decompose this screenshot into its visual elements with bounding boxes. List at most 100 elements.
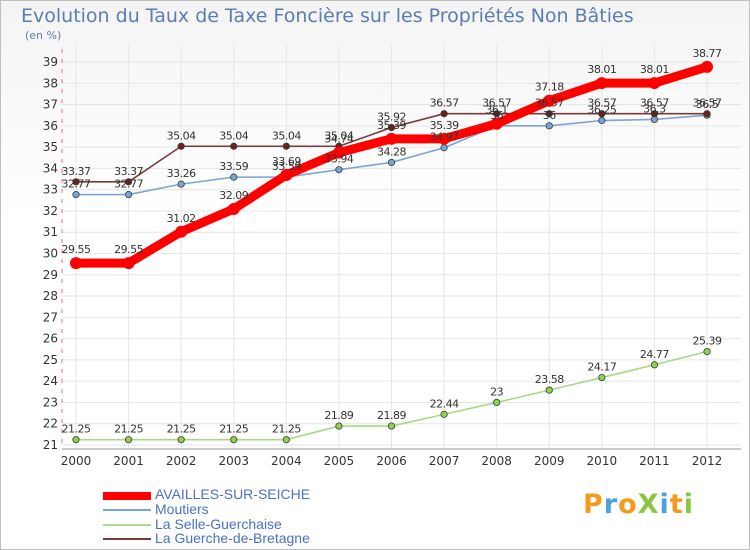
data-point — [703, 110, 711, 118]
y-tick-label: 38 — [43, 76, 58, 90]
legend-swatch — [103, 509, 151, 511]
data-point — [282, 142, 290, 150]
chart-title: Evolution du Taux de Taxe Foncière sur l… — [21, 5, 634, 27]
data-label: 22.44 — [430, 397, 459, 410]
data-point — [230, 173, 238, 181]
y-tick-label: 32 — [43, 204, 58, 218]
data-label: 36.57 — [535, 97, 564, 110]
data-point — [545, 110, 553, 118]
legend-label: AVAILLES-SUR-SEICHE — [155, 486, 311, 502]
data-label: 32.77 — [62, 178, 91, 191]
data-point — [72, 190, 80, 199]
y-tick-label: 27 — [43, 310, 58, 324]
y-tick-label: 23 — [43, 395, 58, 409]
data-label: 36.5 — [696, 98, 719, 111]
data-label: 21.25 — [272, 423, 301, 436]
data-point — [227, 203, 240, 216]
proxiti-logo: ProXiti — [583, 489, 694, 520]
y-tick-label: 35 — [43, 140, 58, 154]
data-label: 21.89 — [324, 409, 353, 422]
data-label: 32.77 — [114, 178, 143, 191]
data-label: 29.55 — [62, 243, 91, 256]
data-label: 35.39 — [377, 119, 406, 132]
data-point — [701, 60, 713, 73]
legend-label: La Guerche-de-Bretagne — [155, 530, 310, 546]
data-point — [490, 117, 503, 130]
data-label: 37.18 — [535, 81, 564, 94]
data-point — [177, 436, 185, 444]
data-point — [598, 373, 606, 382]
data-label: 36.3 — [643, 102, 666, 115]
data-label: 38.01 — [587, 63, 616, 76]
data-label: 29.55 — [114, 243, 143, 256]
data-label: 38.77 — [693, 47, 722, 60]
data-point — [598, 110, 606, 118]
data-label: 33.59 — [219, 160, 248, 173]
data-point — [493, 398, 501, 407]
data-point — [70, 257, 82, 270]
y-tick-label: 21 — [43, 438, 58, 452]
data-label: 32.09 — [219, 189, 248, 202]
data-label: 35.04 — [167, 129, 196, 142]
logo-letter: t — [669, 489, 684, 520]
logo-letter: X — [637, 489, 660, 520]
data-label: 33.94 — [324, 153, 353, 166]
logo-letter: r — [603, 489, 619, 520]
y-tick-label: 24 — [43, 374, 58, 388]
data-label: 34.28 — [377, 145, 406, 158]
data-label: 21.25 — [167, 423, 196, 436]
legend-label: Moutiers — [155, 501, 209, 517]
data-label: 21.89 — [377, 409, 406, 422]
y-tick-label: 22 — [43, 417, 58, 431]
data-point — [280, 168, 293, 181]
x-tick-label: 2011 — [639, 454, 670, 468]
data-point — [72, 436, 80, 444]
data-label: 34.74 — [324, 133, 353, 146]
data-label: 36.57 — [587, 97, 616, 110]
logo-letter: i — [683, 489, 694, 520]
data-label: 33.37 — [114, 165, 143, 178]
data-point — [385, 132, 398, 145]
data-label: 24.17 — [587, 361, 616, 374]
data-label: 36 — [543, 109, 556, 122]
data-point — [175, 225, 188, 238]
data-label: 24.77 — [640, 348, 669, 361]
legend-label: La Selle-Guerchaise — [155, 516, 282, 532]
data-point — [72, 178, 80, 186]
data-point — [440, 410, 448, 418]
legend-swatch — [103, 538, 151, 540]
data-point — [177, 142, 185, 150]
legend-swatch — [103, 492, 151, 500]
data-point — [440, 144, 448, 152]
x-tick-label: 2001 — [113, 454, 144, 468]
data-label: 36.1 — [485, 104, 508, 117]
y-tick-label: 37 — [43, 98, 58, 112]
data-label: 35.04 — [324, 129, 353, 142]
y-tick-label: 29 — [43, 268, 58, 282]
data-point — [543, 94, 556, 107]
x-tick-label: 2010 — [587, 454, 618, 468]
data-label: 36.57 — [430, 97, 459, 110]
data-label: 36.25 — [587, 104, 616, 117]
logo-letter: P — [583, 489, 604, 520]
data-point — [703, 347, 711, 356]
y-tick-label: 26 — [43, 332, 58, 346]
data-point — [335, 166, 343, 174]
y-tick-label: 34 — [43, 161, 58, 175]
y-tick-label: 33 — [43, 183, 58, 197]
y-tick-label: 25 — [43, 353, 58, 367]
data-point — [545, 122, 553, 130]
data-point — [598, 116, 606, 125]
x-tick-label: 2008 — [481, 454, 512, 468]
data-label: 31.02 — [167, 212, 196, 225]
data-point — [440, 110, 448, 118]
x-tick-label: 2006 — [376, 454, 407, 468]
data-label: 23.58 — [535, 373, 564, 386]
data-label: 36.57 — [693, 97, 722, 110]
y-tick-label: 31 — [43, 225, 58, 239]
y-unit-label: (en %) — [25, 29, 62, 42]
data-point — [282, 436, 290, 444]
logo-letter: i — [659, 489, 670, 520]
data-label: 33.26 — [167, 167, 196, 180]
